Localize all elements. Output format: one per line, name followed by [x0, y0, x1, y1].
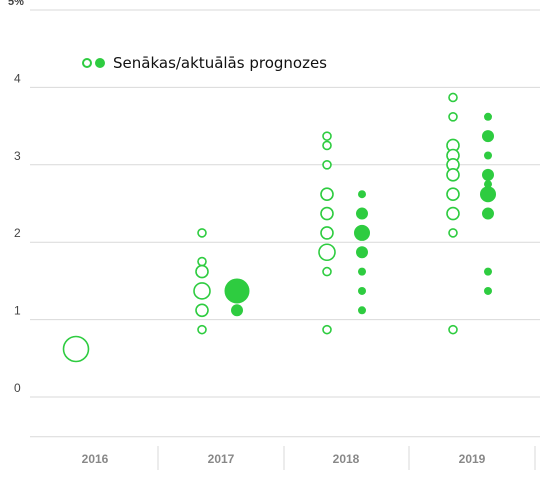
- data-point-filled: [482, 130, 494, 143]
- legend: Senākas/aktuālās prognozes: [82, 54, 327, 72]
- data-point-hollow: [320, 226, 334, 240]
- data-point-hollow: [197, 228, 207, 238]
- x-tick-label-2018: 2018: [333, 452, 360, 466]
- data-point-filled: [484, 151, 492, 160]
- x-tick-label-2019: 2019: [459, 452, 486, 466]
- data-point-filled: [480, 186, 496, 203]
- data-point-hollow: [446, 206, 460, 221]
- data-point-filled: [482, 168, 494, 181]
- data-point-filled: [484, 180, 492, 189]
- data-point-hollow: [62, 335, 90, 363]
- y-tick-label: 3: [14, 149, 21, 163]
- data-point-filled: [356, 246, 368, 259]
- data-point-hollow: [195, 264, 209, 279]
- data-point-hollow: [320, 206, 334, 221]
- data-point-hollow: [320, 187, 334, 202]
- x-tick-label-2017: 2017: [208, 452, 235, 466]
- data-point-hollow: [197, 256, 207, 267]
- data-point-filled: [482, 207, 494, 220]
- data-point-filled: [224, 278, 250, 304]
- x-tick-label-2016: 2016: [82, 452, 109, 466]
- data-point-hollow: [322, 266, 332, 277]
- data-point-hollow: [318, 243, 336, 262]
- data-point-filled: [484, 286, 492, 295]
- data-point-filled: [358, 286, 366, 295]
- data-point-hollow: [448, 324, 458, 335]
- legend-filled-marker: [95, 58, 105, 68]
- data-point-hollow: [448, 92, 458, 103]
- data-point-hollow: [322, 160, 332, 170]
- y-tick-label: 4: [14, 71, 21, 85]
- data-point-hollow: [322, 140, 332, 151]
- data-point-filled: [484, 267, 492, 276]
- data-point-hollow: [448, 228, 458, 238]
- y-tick-label: 2: [14, 226, 21, 240]
- data-point-filled: [358, 267, 366, 276]
- data-point-filled: [354, 224, 370, 241]
- y-tick-label: 0: [14, 381, 21, 395]
- data-point-hollow: [446, 168, 460, 182]
- data-point-hollow: [195, 303, 209, 318]
- data-point-filled: [231, 304, 243, 317]
- data-point-hollow: [197, 324, 207, 335]
- y-tick-label: 5%: [8, 0, 24, 8]
- data-point-hollow: [193, 282, 211, 300]
- data-point-filled: [358, 306, 366, 315]
- y-tick-label: 1: [14, 304, 21, 318]
- legend-label: Senākas/aktuālās prognozes: [113, 54, 327, 72]
- data-point-hollow: [322, 131, 332, 141]
- data-point-filled: [358, 190, 366, 199]
- data-point-filled: [484, 112, 492, 121]
- data-point-filled: [356, 207, 368, 220]
- legend-hollow-marker: [82, 58, 92, 68]
- data-point-hollow: [322, 324, 332, 335]
- data-point-hollow: [446, 187, 460, 202]
- data-point-hollow: [448, 112, 458, 122]
